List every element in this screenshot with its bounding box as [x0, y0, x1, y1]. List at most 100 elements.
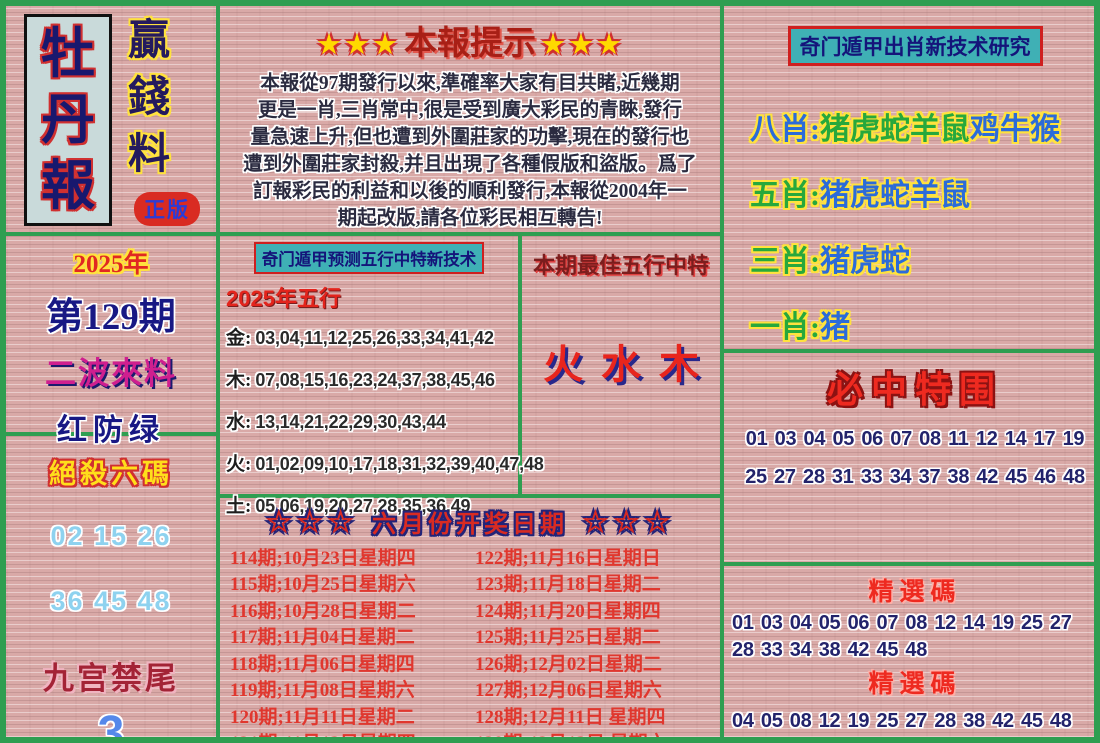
- masthead-char: 牡: [41, 24, 95, 84]
- best-elements-panel: 本期最佳五行中特 火水木: [522, 236, 720, 494]
- zodiac-label: 八肖:: [750, 113, 820, 146]
- issue-panel: 2025年 第129期 二波來料 红防绿: [6, 236, 216, 447]
- divider-mid-vertical: [518, 232, 522, 498]
- star-icon: ☆☆☆: [582, 506, 675, 539]
- draw-dates-header: ☆☆☆ 六月份开奖日期 ☆☆☆: [220, 504, 720, 540]
- notice-line: 訂報彩民的利益和以後的順利發行,本報從2004年一: [253, 180, 687, 202]
- element-row-metal: 金: 03,04,11,12,25,26,33,34,41,42: [226, 323, 518, 350]
- zodiac-line-8: 八肖:猪虎蛇羊鼠鸡牛猴: [750, 112, 1094, 148]
- element-label: 土:: [226, 496, 252, 517]
- element-numbers: 13,14,21,22,29,30,43,44: [255, 412, 446, 432]
- divider-right-2: [720, 562, 1094, 566]
- zodiac-label: 三肖:: [750, 245, 820, 278]
- zodiac-header-wrap: 奇门遁甲出肖新技术研究: [724, 26, 1094, 66]
- must-hit-title: 必中特围: [826, 370, 1003, 410]
- forbidden-tail-value: 3: [97, 707, 125, 743]
- divider-vertical-left: [216, 6, 220, 737]
- divider-right-1: [720, 349, 1094, 353]
- zodiac-animals: 猪虎蛇羊鼠: [820, 113, 970, 146]
- draw-dates-panel: ☆☆☆ 六月份开奖日期 ☆☆☆ 114期;10月23日星期四 122期;11月16日…: [220, 498, 720, 737]
- draw-dates-grid: 114期;10月23日星期四 122期;11月16日星期日 115期;10月25…: [230, 549, 716, 737]
- masthead-panel: 牡 丹 報 贏 錢 料 正版: [6, 6, 216, 232]
- selected-codes-row: 01 03 04 05 06 07 08 12 14 19 25 27: [732, 612, 1072, 634]
- zodiac-animals: 猪: [820, 311, 850, 344]
- masthead-title-box: 牡 丹 報: [24, 14, 112, 226]
- subtitle-char: 料: [128, 132, 171, 178]
- selected-codes-title: 精選碼: [868, 671, 962, 698]
- element-numbers: 05,06,19,20,27,28,35,36,49: [255, 496, 471, 516]
- zodiac-line-1: 一肖:猪: [750, 310, 1094, 346]
- best-elements-title: 本期最佳五行中特: [532, 253, 709, 278]
- subtitle-char: 錢: [128, 75, 171, 121]
- draw-date: 117期;11月04日星期二: [230, 627, 415, 649]
- element-row-fire: 火: 01,02,09,10,17,18,31,32,39,40,47,48: [226, 449, 544, 476]
- selected-codes-row: 04 05 08 12 19 25 27 28 38 42 45 48: [732, 710, 1072, 732]
- notice-panel: ★★★ 本報提示 ★★★ 本報從97期發行以來,準確率大家有目共睹,近幾期 更是一肖…: [220, 10, 720, 232]
- five-elements-year: 2025年五行: [226, 286, 341, 311]
- divider-vertical-right: [720, 6, 724, 737]
- zodiac-animals: 猪虎蛇羊鼠: [820, 179, 970, 212]
- notice-body: 本報從97期發行以來,準確率大家有目共睹,近幾期 更是一肖,三肖常中,很是受到廣…: [220, 71, 720, 232]
- kill-row: 02 15 26: [50, 521, 172, 551]
- divider-mid-1: [216, 232, 724, 236]
- notice-line: 量急速上升,但也遭到外圍莊家的功擊,現在的發行也: [250, 126, 690, 148]
- divider-left-1: [6, 232, 220, 236]
- draw-date: 125期;11月25日星期二: [475, 627, 661, 649]
- zodiac-line-5: 五肖:猪虎蛇羊鼠: [750, 178, 1094, 214]
- divider-left-2: [6, 432, 220, 436]
- issue-year: 2025年: [73, 251, 149, 278]
- selected-codes-row: 28 33 34 38 42 45 48: [732, 639, 928, 661]
- kill-row: 36 45 48: [50, 586, 172, 616]
- draw-date: 119期;11月08日星期六: [230, 680, 415, 702]
- must-hit-panel: 必中特围 01 03 04 05 06 07 08 11 12 14 17 19…: [724, 353, 1094, 562]
- selected-codes-title: 精選碼: [868, 579, 962, 606]
- divider-mid-2: [216, 494, 724, 498]
- forbidden-tail-title: 九宫禁尾: [43, 661, 179, 696]
- draw-date: 126期;12月02日星期二: [475, 653, 662, 675]
- element-numbers: 03,04,11,12,25,26,33,34,41,42: [255, 328, 494, 348]
- must-hit-row: 01 03 04 05 06 07 08 11 12 14 17 19: [745, 428, 1085, 450]
- element-numbers: 07,08,15,16,23,24,37,38,45,46: [255, 370, 495, 390]
- draw-date: 123期;11月18日星期二: [475, 574, 661, 596]
- five-elements-panel: 奇门遁甲预测五行中特新技术 2025年五行 金: 03,04,11,12,25,…: [220, 236, 544, 517]
- draw-date: 127期;12月06日星期六: [475, 680, 662, 702]
- notice-line: 本報從97期發行以來,準確率大家有目共睹,近幾期: [260, 73, 680, 94]
- element-numbers: 01,02,09,10,17,18,31,32,39,40,47,48: [255, 454, 544, 474]
- element-label: 水:: [226, 412, 252, 433]
- element-row-wood: 木: 07,08,15,16,23,24,37,38,45,46: [226, 365, 518, 392]
- element-label: 木:: [226, 370, 252, 391]
- best-elements-value: 火水木: [543, 342, 717, 387]
- zodiac-label: 五肖:: [750, 179, 820, 212]
- zodiac-lines: 八肖:猪虎蛇羊鼠鸡牛猴 五肖:猪虎蛇羊鼠 三肖:猪虎蛇 一肖:猪: [750, 112, 1094, 346]
- element-row-water: 水: 13,14,21,22,29,30,43,44: [226, 407, 518, 434]
- selected-codes-panel: 精選碼 01 03 04 05 06 07 08 12 14 19 25 27 …: [724, 566, 1094, 737]
- notice-line: 遭到外圍莊家封殺,并且出現了各種假版和盜版。爲了: [243, 153, 697, 175]
- subtitle-char: 贏: [128, 18, 171, 64]
- notice-line: 期起改版,請各位彩民相互轉告!: [337, 207, 603, 229]
- kill-numbers-panel: 絕殺六碼 02 15 26 36 45 48 九宫禁尾 3: [6, 436, 216, 743]
- draw-dates-title: 六月份开奖日期: [372, 512, 568, 538]
- draw-date: 128期;12月11日 星期四: [475, 706, 666, 728]
- star-icon: ★★★: [540, 29, 624, 61]
- draw-date: 121期;11月13日星期四: [230, 734, 471, 737]
- five-elements-header-wrap: 奇门遁甲预测五行中特新技术: [220, 242, 518, 274]
- star-icon: ★★★: [316, 29, 400, 61]
- notice-line: 更是一肖,三肖常中,很是受到廣大彩民的青睞,發行: [257, 99, 683, 121]
- color-tip: 红防绿: [57, 414, 165, 447]
- zodiac-animals: 鸡牛猴: [970, 113, 1060, 146]
- zodiac-animals: 猪虎蛇: [820, 245, 910, 278]
- wave-tip: 二波來料: [45, 356, 177, 391]
- element-label: 金:: [226, 328, 252, 349]
- star-icon: ☆☆☆: [265, 506, 358, 539]
- draw-date: 115期;10月25日星期六: [230, 574, 416, 596]
- zodiac-label: 一肖:: [750, 311, 820, 344]
- draw-date: 124期;11月20日星期四: [475, 600, 661, 622]
- five-elements-rows: 金: 03,04,11,12,25,26,33,34,41,42 木: 07,0…: [226, 323, 544, 518]
- issue-number: 第129期: [46, 297, 176, 338]
- element-label: 火:: [226, 454, 252, 475]
- zodiac-line-3: 三肖:猪虎蛇: [750, 244, 1094, 280]
- draw-date: 116期;10月28日星期二: [230, 600, 416, 622]
- element-row-earth: 土: 05,06,19,20,27,28,35,36,49: [226, 491, 518, 518]
- masthead-char: 丹: [41, 90, 95, 150]
